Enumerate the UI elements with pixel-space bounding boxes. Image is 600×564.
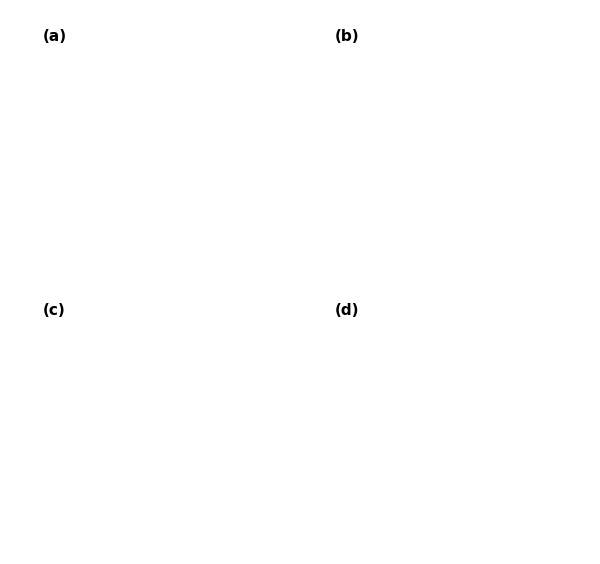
Text: (c): (c) bbox=[43, 303, 65, 319]
Text: (b): (b) bbox=[335, 29, 360, 44]
Text: (a): (a) bbox=[43, 29, 67, 44]
Text: (d): (d) bbox=[335, 303, 360, 319]
